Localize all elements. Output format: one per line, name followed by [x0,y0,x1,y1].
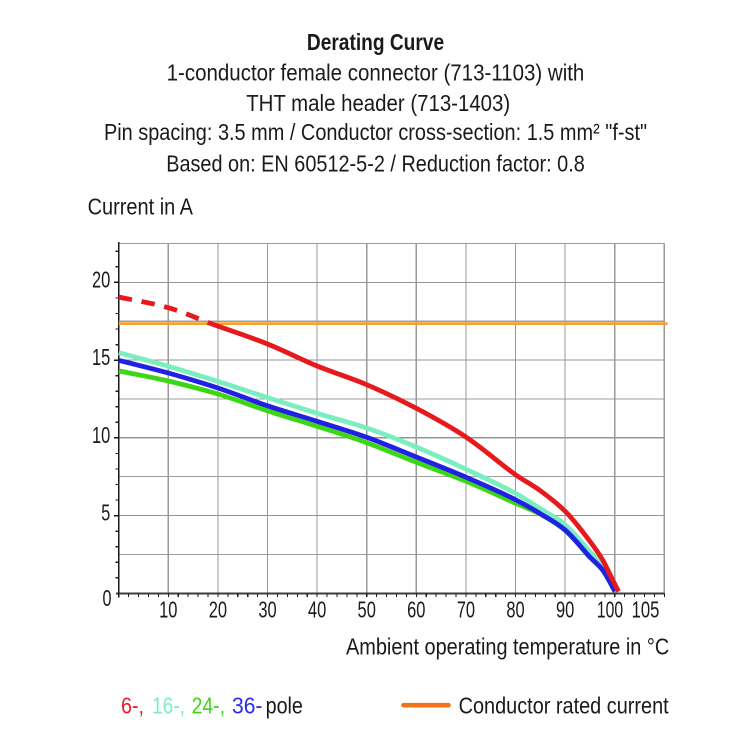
svg-text:10: 10 [92,422,110,448]
svg-text:6-,: 6-, [121,692,144,718]
svg-text:THT male header (713-1403): THT male header (713-1403) [246,90,510,116]
svg-text:Current in A: Current in A [88,193,194,219]
svg-text:20: 20 [92,267,110,293]
svg-text:50: 50 [358,597,376,623]
svg-text:1-conductor female connector (: 1-conductor female connector (713-1103) … [167,60,585,86]
svg-text:16-,: 16-, [152,692,185,718]
svg-text:70: 70 [457,597,475,623]
svg-text:Pin spacing: 3.5 mm / Conducto: Pin spacing: 3.5 mm / Conductor cross-se… [104,119,647,145]
svg-text:Derating Curve: Derating Curve [307,29,444,55]
svg-text:pole: pole [266,692,303,718]
svg-text:20: 20 [209,597,227,623]
svg-text:0: 0 [103,585,112,611]
svg-text:36-: 36- [232,692,262,718]
svg-text:90: 90 [556,597,574,623]
svg-text:Ambient operating temperature: Ambient operating temperature in °C [346,633,669,659]
svg-text:Based on: EN 60512-5-2 / Reduc: Based on: EN 60512-5-2 / Reduction facto… [166,151,585,177]
svg-text:30: 30 [258,597,276,623]
svg-text:60: 60 [407,597,425,623]
svg-text:100: 100 [597,597,623,623]
svg-text:40: 40 [308,597,326,623]
svg-text:15: 15 [92,344,110,370]
svg-text:24-,: 24-, [192,692,225,718]
svg-text:105: 105 [632,597,660,623]
svg-text:5: 5 [101,500,110,526]
svg-text:Conductor rated current: Conductor rated current [459,692,669,718]
svg-text:80: 80 [506,597,524,623]
svg-text:10: 10 [159,597,177,623]
